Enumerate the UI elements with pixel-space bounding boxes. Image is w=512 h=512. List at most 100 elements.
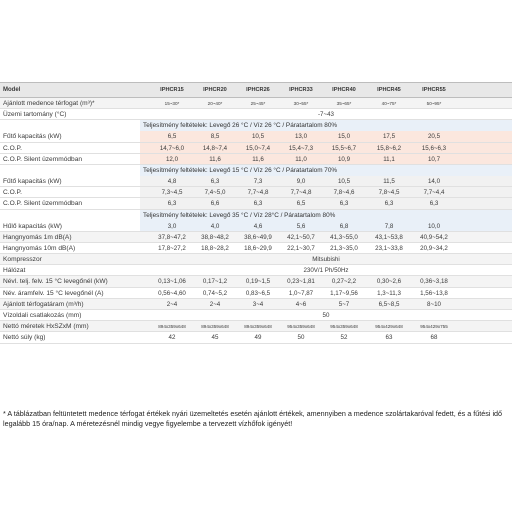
row-value: 50 (297, 334, 305, 342)
row-value: 6,6 (210, 200, 220, 208)
row-background (140, 131, 512, 143)
row-value: 0,23~1,81 (287, 278, 315, 286)
row-value: 6,3 (384, 200, 394, 208)
row-divider (0, 163, 512, 165)
model-header-iphcr45: IPHCR45 (377, 87, 401, 93)
row-label: Névl. telj. felv. 15 °C levegőnél (kW) (3, 278, 108, 286)
row-background (140, 175, 512, 188)
row-label: Ajánlott medence térfogat (m³)* (3, 100, 95, 107)
row-value: 0,83~6,5 (245, 289, 271, 297)
row-divider (0, 286, 512, 288)
row-value: 41,3~55,0 (330, 233, 358, 241)
row-divider (0, 309, 512, 310)
row-span-value: 50 (322, 312, 330, 319)
row-divider (0, 208, 512, 210)
row-label: Fűtő kapacitás (kW) (3, 133, 62, 141)
row-span-value: Mitsubishi (312, 256, 340, 264)
section-conditions: Teljesítmény feltételek: Levegő 26 °C / … (140, 120, 512, 132)
table-header-row: Model IPHCR15 IPHCR20 IPHCR26 IPHCR33 IPHCR40… (0, 82, 512, 98)
row-value: 14,8~7,4 (202, 144, 228, 152)
row-divider (0, 197, 512, 199)
row-value: 4~6 (295, 300, 307, 308)
row-divider (0, 119, 512, 121)
row-value: 49 (254, 334, 262, 342)
row-value: 7,7~4,4 (423, 189, 445, 197)
row-value: 0,30~2,6 (376, 278, 402, 286)
row-label: Ajánlott térfogatáram (m³/h) (3, 300, 84, 308)
row-value: 20,5 (427, 133, 441, 141)
row-value: 954x429x648 (375, 324, 403, 330)
row-label: Üzemi tartomány (°C) (3, 111, 67, 119)
row-span-value: 230V/1 Ph/50Hz (303, 267, 349, 275)
table-row: C.O.P. Silent üzemmódban 12,0 11,6 11,6 11,0… (0, 153, 512, 165)
row-value: 42,1~50,7 (287, 233, 315, 241)
row-value: 25~45* (250, 101, 266, 106)
row-value: 23,1~33,8 (375, 244, 403, 252)
row-value: 11,6 (209, 155, 221, 163)
row-value: 7,7~4,8 (290, 189, 312, 197)
row-value: 17,8~27,2 (158, 244, 186, 252)
row-value: 15,4~7,3 (288, 144, 314, 152)
row-value: 10,9 (337, 155, 351, 163)
row-value: 63 (385, 334, 393, 342)
row-value: 6,3 (339, 200, 349, 208)
row-divider (0, 152, 512, 154)
row-value: 2~4 (209, 300, 221, 308)
row-value: 0,13~1,06 (158, 278, 186, 286)
row-label: C.O.P. Silent üzemmódban (3, 155, 83, 163)
row-value: 15,0~7,4 (245, 144, 271, 152)
row-value: 18,8~28,2 (201, 244, 229, 252)
row-value: 38,6~49,9 (244, 233, 272, 241)
row-value: 50~95* (426, 101, 442, 106)
row-value: 1,17~9,56 (330, 289, 358, 297)
row-value: 4,0 (210, 222, 220, 230)
row-value: 8~10 (427, 300, 441, 308)
row-background (140, 220, 512, 232)
row-background (140, 142, 512, 154)
row-value: 11,0 (295, 155, 307, 163)
row-divider (0, 241, 512, 243)
row-label: Fűtő kapacitás (kW) (3, 177, 62, 185)
row-value: 7,3 (253, 177, 263, 185)
row-value: 7,8~4,5 (378, 189, 400, 197)
row-label: C.O.P. Silent üzemmódban (3, 200, 83, 208)
row-divider (0, 253, 512, 255)
row-value: 3~4 (252, 300, 264, 308)
model-header-iphcr55: IPHCR55 (422, 87, 446, 93)
row-divider (0, 141, 512, 143)
row-value: 11,1 (383, 155, 395, 163)
row-divider (0, 275, 512, 277)
row-value: 894x359x648 (244, 324, 272, 330)
row-value: 10,7 (427, 155, 441, 163)
row-divider (0, 297, 512, 299)
row-value: 7,7~4,8 (247, 189, 269, 197)
row-divider (0, 230, 512, 232)
row-value: 5~7 (338, 300, 350, 308)
row-value: 40,9~54,2 (420, 233, 448, 241)
row-value: 6,3 (253, 200, 263, 208)
row-value: 68 (430, 334, 438, 342)
row-value: 43,1~53,8 (375, 233, 403, 241)
table-row: C.O.P. 14,7~6,0 14,8~7,4 15,0~7,4 15,4~7,3 15… (0, 142, 512, 154)
row-value: 8,5 (210, 133, 220, 141)
table-row: Hangnyomás 1m dB(A) 37,8~47,2 38,8~48,2 38,… (0, 231, 512, 243)
table-row: Ajánlott medence térfogat (m³)* 15~30* 20~… (0, 98, 512, 110)
row-value: 42 (168, 334, 176, 342)
table-row: C.O.P. 7,3~4,5 7,4~5,0 7,7~4,8 7,7~4,8 7,8~4,… (0, 187, 512, 199)
row-value: 37,8~47,2 (158, 233, 186, 241)
table-row: Üzemi tartomány (°C) -7~43 (0, 109, 512, 121)
row-value: 7,8 (384, 222, 394, 230)
row-value: 45 (211, 334, 219, 342)
row-value: 15,6~6,3 (421, 144, 447, 152)
row-divider (0, 331, 512, 333)
row-value: 1,56~13,8 (420, 289, 448, 297)
row-value: 2~4 (166, 300, 178, 308)
table-row: Kompresszor Mitsubishi (0, 254, 512, 266)
section-conditions: Teljesítmény feltételek: Levegő 15 °C / … (140, 164, 512, 176)
section-header-row: Teljesítmény feltételek: Levegő 15 °C / … (0, 164, 512, 176)
row-value: 0,36~3,18 (420, 278, 448, 286)
row-divider (0, 342, 512, 344)
row-value: 4,6 (253, 222, 263, 230)
row-label: Nettó méretek HxSZxM (mm) (3, 323, 89, 331)
row-value: 1,3~11,3 (377, 289, 401, 297)
